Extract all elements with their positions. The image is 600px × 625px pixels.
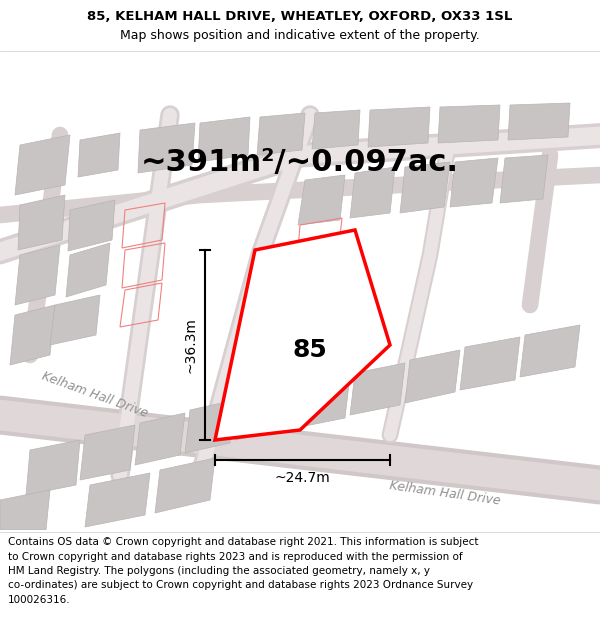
Polygon shape (68, 200, 115, 251)
Text: Kelham Hall Drive: Kelham Hall Drive (40, 370, 150, 420)
Text: Kelham Hall Drive: Kelham Hall Drive (389, 479, 502, 508)
Polygon shape (15, 245, 60, 305)
Polygon shape (85, 473, 150, 527)
Text: ~36.3m: ~36.3m (184, 317, 198, 373)
Polygon shape (235, 387, 290, 440)
Polygon shape (26, 440, 80, 495)
Polygon shape (18, 195, 65, 250)
Polygon shape (450, 158, 498, 207)
Polygon shape (257, 113, 305, 155)
Polygon shape (460, 337, 520, 390)
Text: co-ordinates) are subject to Crown copyright and database rights 2023 Ordnance S: co-ordinates) are subject to Crown copyr… (8, 581, 473, 591)
Polygon shape (508, 103, 570, 140)
Polygon shape (198, 117, 250, 162)
Polygon shape (15, 135, 70, 195)
Text: 85: 85 (293, 338, 328, 362)
Polygon shape (215, 230, 390, 440)
Polygon shape (312, 110, 360, 149)
Text: 85, KELHAM HALL DRIVE, WHEATLEY, OXFORD, OX33 1SL: 85, KELHAM HALL DRIVE, WHEATLEY, OXFORD,… (88, 11, 512, 24)
Polygon shape (50, 295, 100, 345)
Polygon shape (500, 155, 548, 203)
Text: to Crown copyright and database rights 2023 and is reproduced with the permissio: to Crown copyright and database rights 2… (8, 551, 463, 561)
Polygon shape (400, 162, 450, 213)
Polygon shape (295, 375, 350, 428)
Polygon shape (350, 363, 405, 415)
Polygon shape (138, 123, 195, 173)
Polygon shape (155, 458, 215, 513)
Text: HM Land Registry. The polygons (including the associated geometry, namely x, y: HM Land Registry. The polygons (includin… (8, 566, 430, 576)
Polygon shape (520, 325, 580, 377)
Polygon shape (368, 107, 430, 147)
Polygon shape (78, 133, 120, 177)
Polygon shape (10, 305, 55, 365)
Polygon shape (80, 425, 135, 480)
Polygon shape (298, 175, 345, 225)
Polygon shape (438, 105, 500, 143)
Polygon shape (350, 167, 395, 218)
Text: ~391m²/~0.097ac.: ~391m²/~0.097ac. (141, 149, 459, 178)
Polygon shape (405, 350, 460, 403)
Polygon shape (66, 243, 110, 297)
Text: Map shows position and indicative extent of the property.: Map shows position and indicative extent… (120, 29, 480, 41)
Polygon shape (185, 400, 235, 453)
Polygon shape (135, 413, 185, 465)
Text: Contains OS data © Crown copyright and database right 2021. This information is : Contains OS data © Crown copyright and d… (8, 537, 479, 547)
Text: ~24.7m: ~24.7m (275, 471, 331, 485)
Polygon shape (0, 490, 50, 530)
Text: 100026316.: 100026316. (8, 595, 71, 605)
